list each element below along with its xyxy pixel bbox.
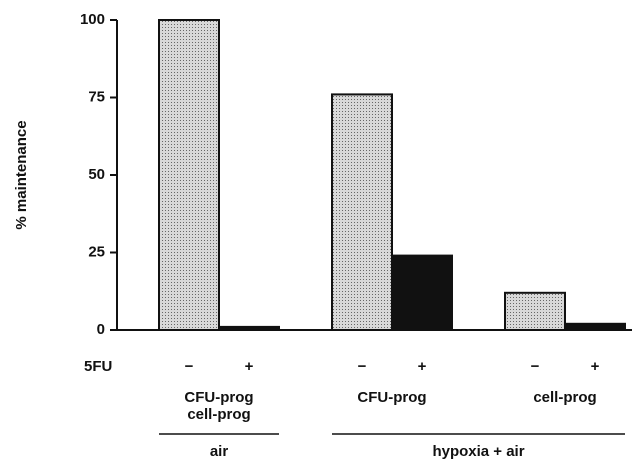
x-tick-label: − [531,358,540,375]
group-label: cell-prog [187,406,250,423]
bar [504,291,566,331]
bar [158,19,220,331]
x-tick-label: + [418,358,427,375]
y-tick-label: 0 [97,321,105,338]
group-label: cell-prog [533,389,596,406]
bar [391,254,453,332]
y-tick-label: 100 [80,11,105,28]
x-tick-label: + [245,358,254,375]
bar [218,325,280,331]
y-axis-label: % maintenance [13,120,30,229]
y-tick-label: 25 [88,243,105,260]
condition-label: air [210,443,229,460]
x-tick-label: − [185,358,194,375]
bar [564,322,626,331]
x-tick-label: − [358,358,367,375]
bar [331,93,393,332]
condition-label: hypoxia + air [432,443,524,460]
group-label: CFU-prog [184,389,253,406]
x-axis-label: 5FU [84,358,112,375]
x-tick-label: + [591,358,600,375]
group-label: CFU-prog [357,389,426,406]
y-tick-label: 50 [88,166,105,183]
y-tick-label: 75 [88,88,105,105]
